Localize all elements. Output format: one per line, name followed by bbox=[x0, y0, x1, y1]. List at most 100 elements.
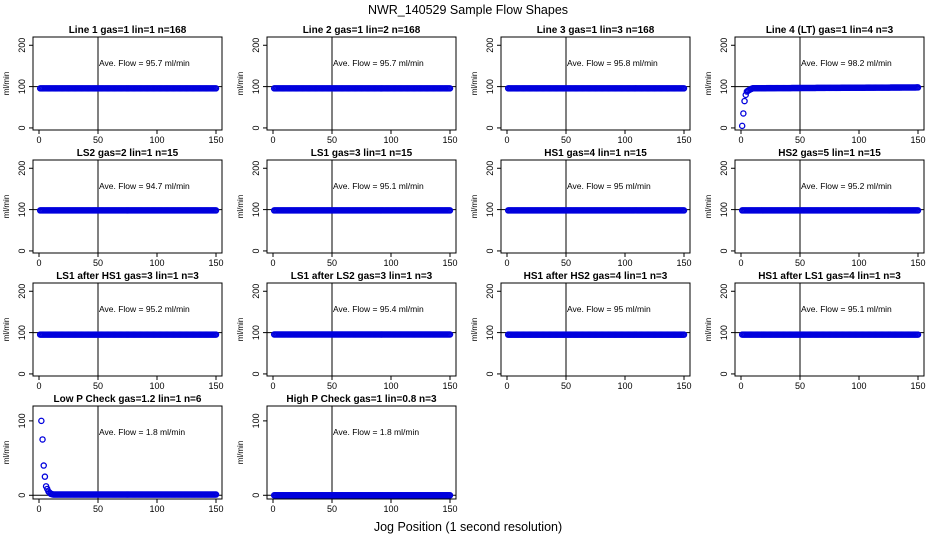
plot-frame bbox=[266, 405, 457, 500]
x-tick-label: 100 bbox=[617, 381, 632, 391]
data-point bbox=[212, 491, 220, 498]
panel-title: High P Check gas=1 lin=0.8 n=3 bbox=[286, 394, 437, 405]
x-tick-label: 0 bbox=[738, 135, 743, 145]
y-tick-label: 0 bbox=[719, 248, 729, 253]
y-tick-label: 0 bbox=[251, 125, 261, 130]
x-tick-label: 100 bbox=[383, 504, 398, 514]
data-point bbox=[41, 473, 49, 480]
plot-frame bbox=[266, 36, 457, 131]
data-point bbox=[446, 331, 454, 338]
y-tick-label: 100 bbox=[17, 202, 27, 217]
panel-title: Low P Check gas=1.2 lin=1 n=6 bbox=[54, 394, 202, 405]
y-tick-label: 100 bbox=[17, 79, 27, 94]
chart-panel: Low P Check gas=1.2 lin=1 n=6 Ave. Flow =… bbox=[2, 394, 224, 514]
panel-title: HS1 after LS1 gas=4 lin=1 n=3 bbox=[758, 271, 901, 282]
chart-panel: Line 4 (LT) gas=1 lin=4 n=3 Ave. Flow = 9… bbox=[704, 25, 926, 145]
x-tick-label: 150 bbox=[676, 381, 691, 391]
x-tick-label: 0 bbox=[36, 258, 41, 268]
average-flow-annotation: Ave. Flow = 1.8 ml/min bbox=[99, 427, 185, 437]
chart-panel: Line 3 gas=1 lin=3 n=168 Ave. Flow = 95.8… bbox=[470, 25, 692, 145]
x-tick-label: 150 bbox=[910, 135, 925, 145]
x-tick-label: 100 bbox=[383, 135, 398, 145]
data-point bbox=[680, 207, 688, 214]
average-flow-annotation: Ave. Flow = 95 ml/min bbox=[567, 181, 651, 191]
data-point bbox=[39, 436, 46, 443]
x-tick-label: 100 bbox=[617, 135, 632, 145]
chart-panel: HS1 after LS1 gas=4 lin=1 n=3 Ave. Flow =… bbox=[704, 271, 926, 391]
panel-title: LS2 gas=2 lin=1 n=15 bbox=[77, 148, 179, 159]
data-point bbox=[38, 417, 45, 425]
y-axis-label: ml/min bbox=[236, 318, 245, 342]
y-tick-label: 100 bbox=[251, 413, 261, 428]
data-point bbox=[741, 97, 748, 105]
y-tick-label: 200 bbox=[485, 284, 495, 299]
y-tick-label: 0 bbox=[17, 371, 27, 376]
y-tick-label: 100 bbox=[485, 79, 495, 94]
x-tick-label: 150 bbox=[208, 504, 223, 514]
average-flow-annotation: Ave. Flow = 1.8 ml/min bbox=[333, 427, 419, 437]
data-point bbox=[446, 492, 454, 499]
data-point bbox=[680, 331, 688, 338]
y-axis-label: ml/min bbox=[2, 318, 11, 342]
x-tick-label: 150 bbox=[910, 258, 925, 268]
x-tick-label: 150 bbox=[208, 135, 223, 145]
y-tick-label: 0 bbox=[719, 371, 729, 376]
panel-title: HS1 after HS2 gas=4 lin=1 n=3 bbox=[524, 271, 668, 282]
y-tick-label: 100 bbox=[485, 325, 495, 340]
x-tick-label: 100 bbox=[851, 135, 866, 145]
y-tick-label: 200 bbox=[17, 38, 27, 53]
x-tick-label: 100 bbox=[617, 258, 632, 268]
data-point bbox=[446, 85, 454, 92]
panel-title: Line 3 gas=1 lin=3 n=168 bbox=[537, 25, 655, 36]
x-tick-label: 50 bbox=[93, 135, 103, 145]
y-tick-label: 200 bbox=[17, 161, 27, 176]
x-tick-label: 0 bbox=[738, 258, 743, 268]
chart-panel: LS1 gas=3 lin=1 n=15 Ave. Flow = 95.1 ml/… bbox=[236, 148, 458, 268]
plot-frame bbox=[500, 159, 691, 254]
x-tick-label: 50 bbox=[93, 381, 103, 391]
plot-frame bbox=[32, 36, 223, 131]
average-flow-annotation: Ave. Flow = 95 ml/min bbox=[567, 304, 651, 314]
average-flow-annotation: Ave. Flow = 95.2 ml/min bbox=[99, 304, 190, 314]
average-flow-annotation: Ave. Flow = 98.2 ml/min bbox=[801, 58, 892, 68]
chart-panel: LS2 gas=2 lin=1 n=15 Ave. Flow = 94.7 ml/… bbox=[2, 148, 224, 268]
panel-title: Line 2 gas=1 lin=2 n=168 bbox=[303, 25, 421, 36]
plot-frame bbox=[32, 282, 223, 377]
panel-title: Line 4 (LT) gas=1 lin=4 n=3 bbox=[766, 25, 894, 36]
x-tick-label: 150 bbox=[208, 381, 223, 391]
data-point bbox=[212, 85, 220, 92]
x-tick-label: 100 bbox=[149, 135, 164, 145]
x-tick-label: 0 bbox=[36, 504, 41, 514]
data-point bbox=[914, 331, 922, 338]
y-tick-label: 0 bbox=[17, 248, 27, 253]
y-tick-label: 100 bbox=[17, 325, 27, 340]
y-tick-label: 0 bbox=[17, 125, 27, 130]
x-tick-label: 100 bbox=[149, 504, 164, 514]
x-tick-label: 50 bbox=[93, 258, 103, 268]
x-tick-label: 100 bbox=[851, 381, 866, 391]
y-tick-label: 200 bbox=[251, 38, 261, 53]
x-tick-label: 0 bbox=[36, 135, 41, 145]
x-tick-label: 50 bbox=[795, 381, 805, 391]
y-tick-label: 200 bbox=[719, 161, 729, 176]
y-axis-label: ml/min bbox=[470, 318, 479, 342]
plot-frame bbox=[734, 159, 925, 254]
x-tick-label: 150 bbox=[442, 504, 457, 514]
x-tick-label: 150 bbox=[442, 381, 457, 391]
average-flow-annotation: Ave. Flow = 95.2 ml/min bbox=[801, 181, 892, 191]
y-axis-label: ml/min bbox=[704, 72, 713, 96]
x-tick-label: 100 bbox=[149, 258, 164, 268]
x-tick-label: 150 bbox=[676, 258, 691, 268]
y-axis-label: ml/min bbox=[704, 195, 713, 219]
average-flow-annotation: Ave. Flow = 95.1 ml/min bbox=[801, 304, 892, 314]
x-tick-label: 0 bbox=[36, 381, 41, 391]
x-tick-label: 0 bbox=[504, 258, 509, 268]
panels: Line 1 gas=1 lin=1 n=168 Ave. Flow = 95.7… bbox=[2, 25, 926, 514]
average-flow-annotation: Ave. Flow = 95.7 ml/min bbox=[333, 58, 424, 68]
y-tick-label: 100 bbox=[251, 325, 261, 340]
y-axis-label: ml/min bbox=[2, 441, 11, 465]
chart-panel: Line 1 gas=1 lin=1 n=168 Ave. Flow = 95.7… bbox=[2, 25, 224, 145]
x-tick-label: 50 bbox=[327, 135, 337, 145]
y-tick-label: 0 bbox=[251, 248, 261, 253]
data-point bbox=[680, 85, 688, 92]
